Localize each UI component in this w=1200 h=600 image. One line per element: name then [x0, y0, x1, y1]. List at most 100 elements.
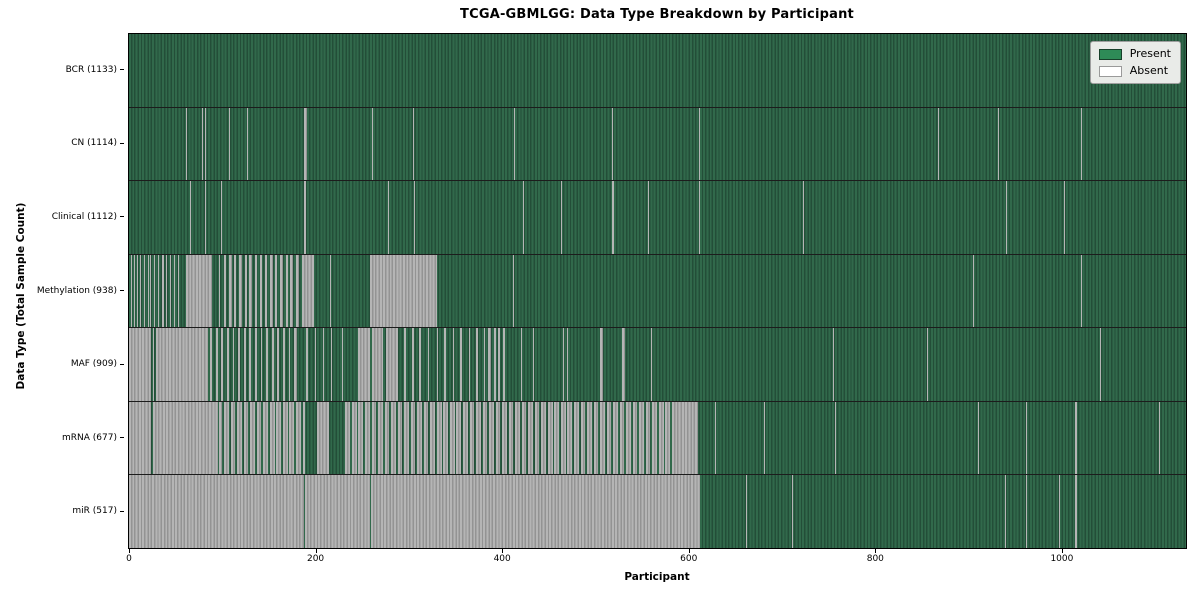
absent-segment: [221, 328, 224, 401]
absent-segment: [276, 401, 282, 475]
absent-segment: [521, 401, 527, 475]
absent-segment: [483, 328, 485, 401]
y-tick-label: mRNA (677): [0, 401, 124, 475]
absent-segment: [129, 475, 305, 548]
absent-segment: [411, 328, 414, 401]
absent-segment: [443, 401, 449, 475]
y-tick-label: CN (1114): [0, 107, 124, 181]
absent-segment: [304, 181, 307, 254]
absent-segment: [973, 254, 975, 328]
absent-segment: [802, 181, 804, 254]
absent-segment: [170, 254, 172, 328]
absent-segment: [1074, 401, 1077, 475]
absent-segment: [305, 475, 370, 548]
x-axis-title-text: Participant: [624, 571, 690, 583]
absent-segment: [295, 401, 301, 475]
heatmap-row-bcr: [129, 34, 1186, 108]
absent-segment: [413, 181, 415, 254]
absent-segment: [427, 328, 430, 401]
absent-segment: [647, 181, 649, 254]
heatmap-row-mrna: [129, 401, 1186, 476]
absent-segment: [600, 401, 605, 475]
absent-segment: [301, 254, 314, 328]
x-tick-label: 600: [680, 554, 698, 564]
absent-segment: [372, 328, 383, 401]
absent-segment: [600, 328, 603, 401]
absent-segment: [226, 328, 229, 401]
absent-segment: [224, 401, 229, 475]
absent-segment: [436, 401, 442, 475]
absent-segment: [476, 401, 481, 475]
x-ticks: 0 200 400 600 800 1000: [126, 549, 1186, 569]
absent-segment: [520, 328, 522, 401]
absent-segment: [269, 254, 273, 328]
absent-segment: [275, 254, 278, 328]
absent-segment: [532, 328, 534, 401]
absent-segment: [997, 107, 999, 181]
absent-segment: [613, 401, 618, 475]
x-tick-mark: [315, 549, 317, 553]
absent-segment: [699, 107, 700, 181]
y-tick-label: MAF (909): [0, 327, 124, 401]
absent-segment: [331, 328, 333, 401]
absent-segment: [304, 107, 308, 181]
absent-segment: [143, 254, 145, 328]
absent-segment: [370, 475, 700, 548]
absent-segment: [699, 181, 700, 254]
absent-segment: [280, 254, 283, 328]
x-axis-title: Participant: [128, 571, 1186, 583]
absent-segment: [282, 401, 288, 475]
absent-segment: [977, 401, 979, 475]
absent-segment: [495, 401, 501, 475]
absent-segment: [460, 328, 463, 401]
absent-segment: [612, 181, 615, 254]
absent-segment: [294, 328, 297, 401]
absent-segment: [444, 328, 447, 401]
present-swatch-icon: [1098, 48, 1122, 60]
absent-segment: [285, 254, 288, 328]
x-tick-mark: [129, 549, 130, 553]
absent-segment: [587, 401, 592, 475]
absent-segment: [153, 401, 218, 475]
absent-segment: [161, 254, 164, 328]
absent-segment: [247, 107, 249, 181]
x-tick-mark: [875, 549, 877, 553]
absent-segment: [249, 328, 252, 401]
absent-swatch-icon: [1098, 65, 1122, 77]
absent-segment: [547, 401, 553, 475]
absent-segment: [166, 254, 168, 328]
absent-segment: [621, 328, 626, 401]
absent-segment: [266, 328, 268, 401]
heatmap-row-clinical: [129, 181, 1186, 255]
absent-segment: [140, 254, 142, 328]
absent-segment: [574, 401, 579, 475]
absent-segment: [157, 254, 159, 328]
absent-segment: [230, 401, 236, 475]
absent-segment: [185, 107, 187, 181]
absent-segment: [430, 401, 435, 475]
absent-segment: [397, 401, 403, 475]
absent-segment: [130, 254, 132, 328]
absent-segment: [156, 328, 209, 401]
absent-segment: [378, 401, 383, 475]
absent-segment: [391, 401, 396, 475]
absent-segment: [256, 401, 262, 475]
absent-segment: [219, 254, 221, 328]
absent-segment: [210, 328, 213, 401]
absent-segment: [295, 254, 299, 328]
absent-segment: [357, 328, 370, 401]
absent-segment: [269, 401, 275, 475]
y-tick-labels: BCR (1133) CN (1114) Clinical (1112) Methyl…: [0, 33, 124, 548]
absent-segment: [277, 328, 280, 401]
absent-segment: [314, 328, 316, 401]
absent-segment: [612, 107, 614, 181]
absent-segment: [419, 328, 421, 401]
absent-segment: [129, 328, 152, 401]
absent-segment: [189, 181, 191, 254]
absent-segment: [1100, 328, 1102, 401]
absent-segment: [234, 254, 237, 328]
absent-segment: [204, 107, 206, 181]
absent-segment: [619, 401, 625, 475]
absent-segment: [410, 401, 416, 475]
absent-segment: [244, 254, 247, 328]
